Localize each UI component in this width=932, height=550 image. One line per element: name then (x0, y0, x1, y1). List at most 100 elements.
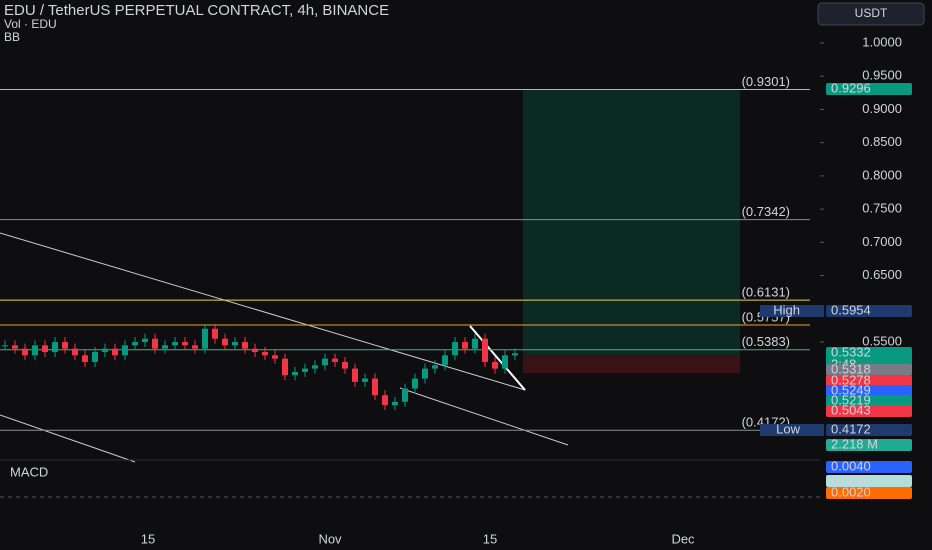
candle (202, 328, 208, 349)
currency-label[interactable]: USDT (855, 6, 888, 20)
candle (382, 395, 388, 406)
candle (42, 345, 48, 352)
candle (512, 353, 518, 356)
candle (352, 368, 358, 382)
candle (72, 348, 78, 356)
price-badge-text: 0.0040 (831, 458, 871, 473)
candle (192, 345, 198, 349)
loss-zone (523, 355, 740, 373)
price-badge (826, 475, 912, 487)
price-badge-text: 0.4172 (831, 421, 871, 436)
candle (172, 342, 178, 346)
price-badge-text: 0.5043 (831, 402, 871, 417)
trendline (399, 387, 569, 446)
candle (462, 342, 468, 349)
candle (62, 342, 68, 349)
price-tick-label: 0.5500 (862, 333, 902, 348)
badge-tag (760, 305, 824, 317)
candle (442, 355, 448, 366)
currency-button[interactable] (817, 2, 925, 26)
candle (312, 365, 318, 369)
price-badge-text: 0.9296 (831, 80, 871, 95)
profit-zone (523, 89, 740, 355)
candle (92, 351, 98, 362)
price-badge (826, 305, 912, 317)
price-badge-text: 2.218 M (831, 436, 878, 451)
candle (212, 328, 218, 339)
price-tick-label: 0.9500 (862, 68, 902, 83)
time-tick-label: Dec (671, 531, 695, 546)
candle (162, 345, 168, 349)
price-badge (826, 375, 912, 387)
time-tick-label: Nov (318, 531, 342, 546)
price-badge (826, 424, 912, 436)
candle (472, 338, 478, 349)
candle (102, 348, 108, 352)
price-badge (826, 487, 912, 499)
fib-label: (0.9301) (742, 74, 790, 89)
candle (342, 361, 348, 369)
trendline (0, 414, 136, 463)
candle (492, 361, 498, 369)
price-tick-label: 0.8500 (862, 134, 902, 149)
price-tick-label: 0.7000 (862, 234, 902, 249)
price-badge (826, 439, 912, 451)
candle (82, 355, 88, 362)
price-badge-text: 0.5278 (831, 372, 871, 387)
candle (132, 342, 138, 346)
candle (502, 355, 508, 369)
candle (222, 338, 228, 346)
candle (372, 378, 378, 396)
macd-label: MACD (10, 464, 48, 479)
time-tick-label: 15 (483, 531, 497, 546)
candle (392, 401, 398, 406)
price-badge (826, 395, 912, 407)
indicator-label: BB (4, 30, 20, 44)
price-badge-text: 0.5219 (831, 392, 871, 407)
candle (262, 351, 268, 356)
fib-label: (0.7342) (742, 204, 790, 219)
candle (412, 378, 418, 389)
candle (422, 368, 428, 379)
fib-label: (0.5383) (742, 334, 790, 349)
volume-label: Vol · EDU (4, 17, 57, 31)
price-badge-text: 0.5332 (831, 344, 871, 359)
price-badge (826, 461, 912, 473)
price-tick-label: 0.9000 (862, 101, 902, 116)
price-tick-label: 0.7500 (862, 201, 902, 216)
candle (432, 365, 438, 369)
candle (232, 342, 238, 346)
candle (32, 345, 38, 356)
badge-tag (760, 424, 824, 436)
candle (302, 368, 308, 372)
badge-tag-text: Low (776, 421, 800, 436)
breakout-line (469, 325, 526, 391)
candle (322, 358, 328, 366)
fib-label: (0.6131) (742, 285, 790, 300)
price-badge-text: 0.5954 (831, 302, 871, 317)
candle (122, 345, 128, 356)
candle (12, 345, 18, 349)
candle (22, 348, 28, 356)
price-badge-text: 0.5318 (831, 361, 871, 376)
time-tick-label: 15 (141, 531, 155, 546)
trendline (0, 232, 526, 391)
price-badge (826, 405, 912, 417)
candle (452, 342, 458, 356)
price-badge (826, 385, 912, 397)
candle (52, 342, 58, 352)
price-tick-label: 0.6500 (862, 267, 902, 282)
price-badge (826, 83, 912, 95)
candle (112, 348, 118, 356)
candle (482, 338, 488, 362)
candle (182, 342, 188, 346)
price-tick-label: 1.0000 (862, 34, 902, 49)
candle (332, 358, 338, 362)
candle (292, 371, 298, 376)
price-tick-label: 0.8000 (862, 167, 902, 182)
candle (272, 355, 278, 359)
candle (282, 358, 288, 376)
candle (2, 345, 8, 347)
